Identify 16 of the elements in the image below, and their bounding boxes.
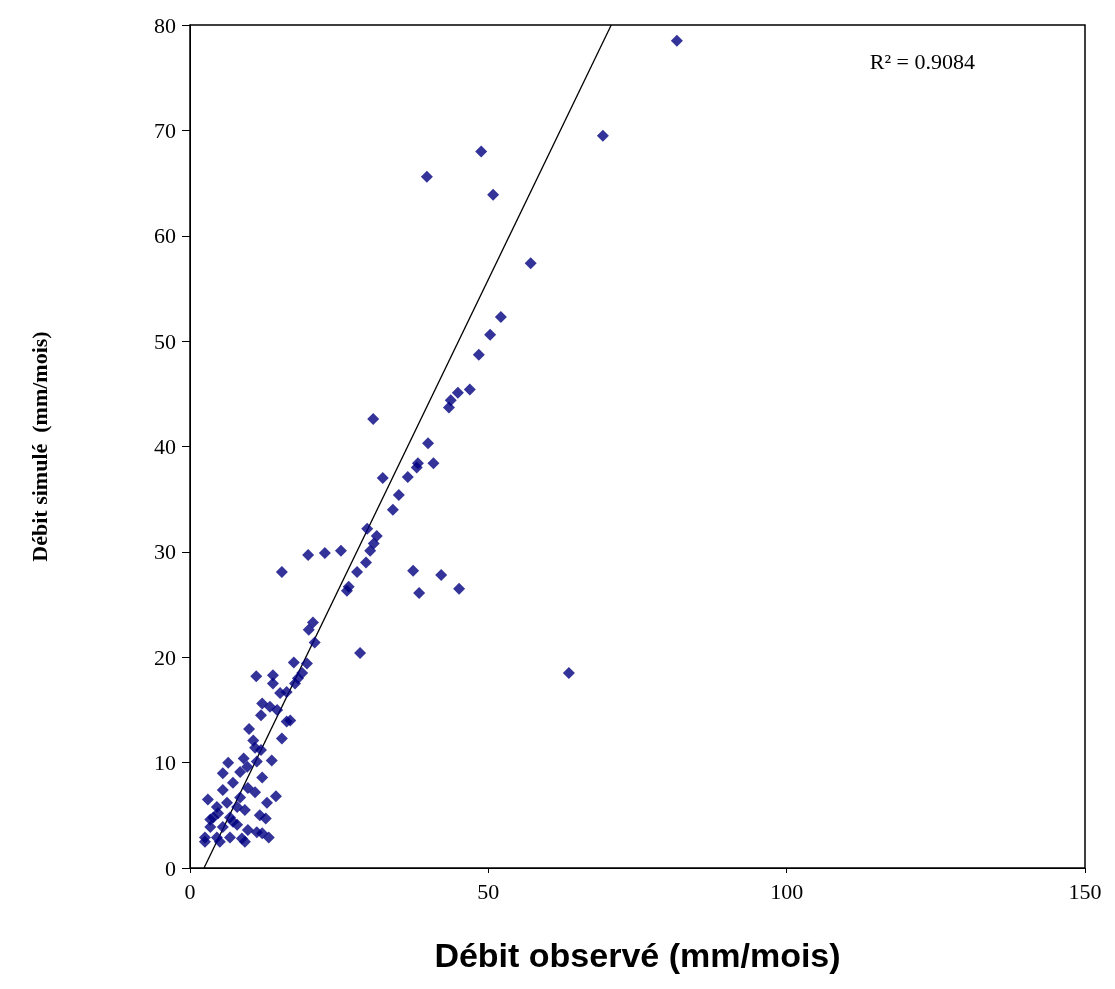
y-tick-label: 40 (154, 434, 176, 459)
y-tick-label: 0 (165, 855, 176, 881)
y-tick-label: 10 (154, 750, 176, 776)
x-axis-title: Débit observé (mm/mois) (434, 936, 841, 974)
x-tick-label: 150 (1068, 878, 1102, 904)
y-tick-label: 50 (154, 328, 176, 354)
y-tick-label: 70 (154, 117, 176, 143)
y-axis-title: Débit simulé (mm/mois) (26, 331, 52, 562)
x-tick-label: 0 (184, 878, 196, 904)
annotation: R² = 0.9084 (869, 48, 976, 74)
y-tick-label: 20 (154, 644, 176, 670)
y-tick-label: 80 (154, 12, 176, 38)
y-tick-label: 60 (154, 223, 176, 249)
x-tick-label: 100 (770, 878, 804, 904)
x-tick-label: 50 (477, 878, 500, 904)
y-tick-label: 30 (154, 539, 176, 565)
